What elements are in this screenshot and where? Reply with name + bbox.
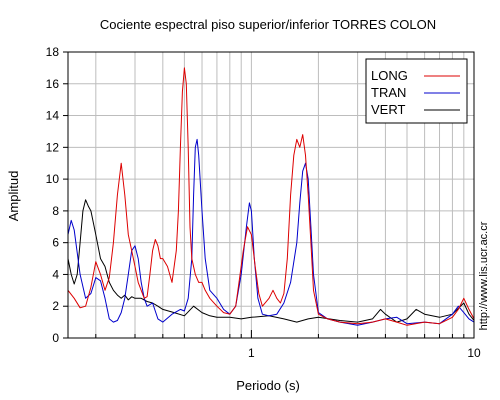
legend-label-long: LONG — [371, 68, 408, 83]
series-line-long — [67, 67, 475, 326]
x-tick-label: 10 — [467, 346, 481, 360]
y-tick-label: 0 — [52, 331, 59, 345]
side-url-note: http://www.lis.ucr.ac.cr — [478, 221, 490, 330]
y-axis-title: Amplitud — [6, 171, 21, 222]
series-line-vert — [67, 199, 475, 323]
x-tick-label: 1 — [248, 346, 255, 360]
y-tick-label: 10 — [46, 172, 60, 186]
y-tick-label: 8 — [52, 204, 59, 218]
y-tick-label: 4 — [52, 267, 59, 281]
legend-label-vert: VERT — [371, 102, 405, 117]
y-tick-label: 14 — [46, 109, 60, 123]
legend-box — [365, 58, 468, 124]
x-axis-title: Periodo (s) — [236, 378, 300, 393]
series-layer — [67, 67, 475, 326]
y-tick-label: 12 — [46, 140, 60, 154]
legend: LONG TRAN VERT — [365, 58, 468, 124]
y-tick-label: 16 — [46, 77, 60, 91]
legend-label-tran: TRAN — [371, 85, 406, 100]
axis-ticks: 0 2 4 6 8 10 12 14 16 18 1 10 — [46, 45, 481, 360]
plot-frame — [67, 51, 475, 339]
y-tick-label: 6 — [52, 236, 59, 250]
y-tick-label: 18 — [46, 45, 60, 59]
y-tick-label: 2 — [52, 299, 59, 313]
grid — [68, 52, 474, 338]
chart-title: Cociente espectral piso superior/inferio… — [100, 17, 436, 32]
